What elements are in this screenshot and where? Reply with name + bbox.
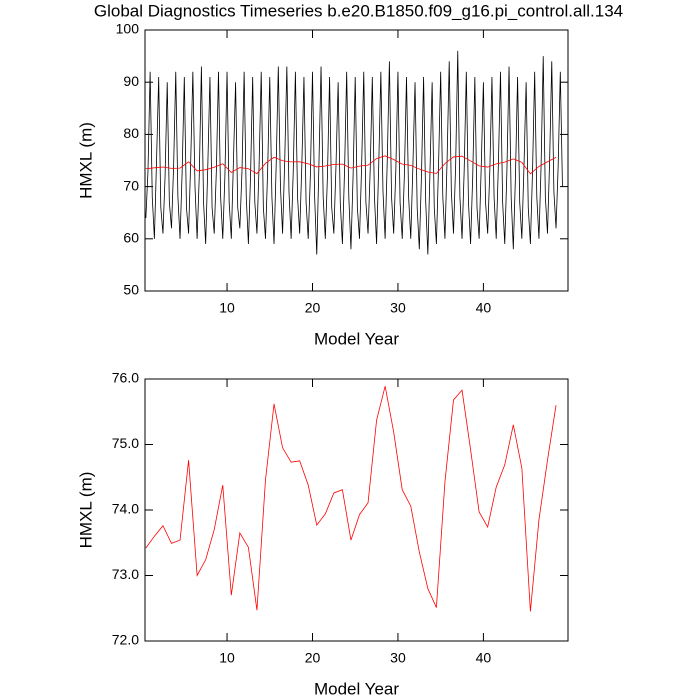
y-axis-label: HMXL (m) bbox=[76, 472, 95, 549]
x-tick-label: 30 bbox=[390, 300, 406, 316]
y-tick-label: 60 bbox=[123, 230, 139, 246]
data-line bbox=[145, 155, 557, 175]
x-tick-label: 40 bbox=[476, 650, 492, 666]
y-tick-label: 90 bbox=[123, 73, 139, 89]
data-line bbox=[145, 386, 557, 612]
y-axis-label: HMXL (m) bbox=[76, 122, 95, 199]
x-axis-label: Model Year bbox=[314, 679, 399, 698]
y-tick-label: 75.0 bbox=[112, 435, 139, 451]
y-tick-label: 73.0 bbox=[112, 566, 139, 582]
y-tick-label: 72.0 bbox=[112, 632, 139, 648]
chart-title: Global Diagnostics Timeseries b.e20.B185… bbox=[94, 1, 623, 20]
x-tick-label: 20 bbox=[305, 300, 321, 316]
y-tick-label: 70 bbox=[123, 177, 139, 193]
x-tick-label: 10 bbox=[219, 650, 235, 666]
y-tick-label: 74.0 bbox=[112, 501, 139, 517]
y-tick-label: 100 bbox=[116, 21, 140, 37]
x-axis-label: Model Year bbox=[314, 329, 399, 348]
x-tick-label: 40 bbox=[476, 300, 492, 316]
y-tick-label: 80 bbox=[123, 125, 139, 141]
x-tick-label: 30 bbox=[390, 650, 406, 666]
x-tick-label: 10 bbox=[219, 300, 235, 316]
plot-frame bbox=[144, 378, 569, 642]
data-line bbox=[145, 50, 563, 255]
y-tick-label: 50 bbox=[123, 282, 139, 298]
plot-frame bbox=[144, 29, 569, 292]
x-tick-label: 20 bbox=[305, 650, 321, 666]
y-tick-label: 76.0 bbox=[112, 370, 139, 386]
